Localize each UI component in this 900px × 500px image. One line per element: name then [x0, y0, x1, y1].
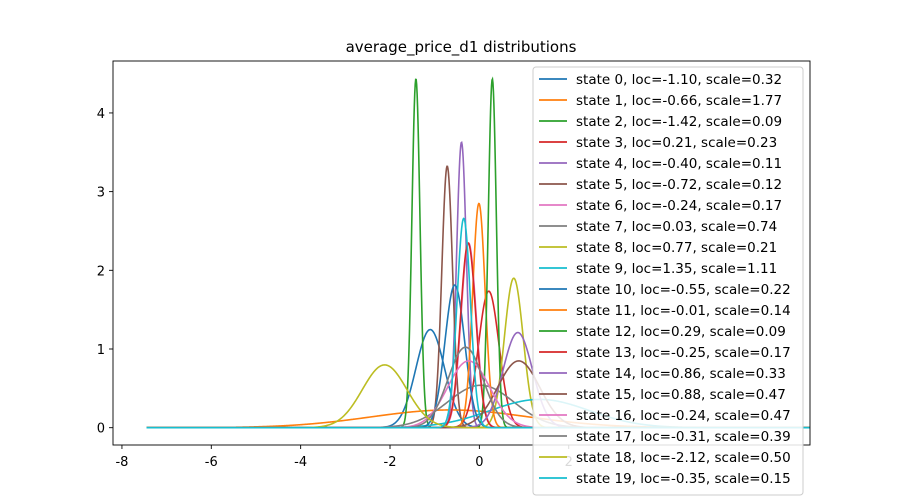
y-tick-label: 1 [97, 343, 105, 358]
legend-label: state 12, loc=0.29, scale=0.09 [576, 324, 786, 340]
chart-title: average_price_d1 distributions [346, 38, 577, 57]
legend-label: state 1, loc=-0.66, scale=1.77 [576, 93, 782, 109]
legend-label: state 16, loc=-0.24, scale=0.47 [576, 408, 791, 424]
y-axis: 0 1 2 3 4 [97, 107, 113, 437]
x-tick-label: -4 [294, 455, 307, 470]
legend-label: state 4, loc=-0.40, scale=0.11 [576, 156, 782, 172]
x-tick-label: -8 [115, 455, 128, 470]
legend-label: state 15, loc=0.88, scale=0.47 [576, 387, 786, 403]
y-tick-label: 0 [97, 422, 105, 437]
legend-label: state 14, loc=0.86, scale=0.33 [576, 366, 786, 382]
legend-label: state 3, loc=0.21, scale=0.23 [576, 135, 777, 151]
legend-label: state 17, loc=-0.31, scale=0.39 [576, 429, 791, 445]
x-tick-label: -6 [205, 455, 218, 470]
y-tick-label: 3 [97, 186, 105, 201]
legend-label: state 13, loc=-0.25, scale=0.17 [576, 345, 791, 361]
legend-label: state 8, loc=0.77, scale=0.21 [576, 240, 777, 256]
legend-label: state 18, loc=-2.12, scale=0.50 [576, 450, 791, 466]
legend-label: state 7, loc=0.03, scale=0.74 [576, 219, 777, 235]
y-tick-label: 4 [97, 107, 105, 122]
legend-entries: state 0, loc=-1.10, scale=0.32 state 1, l… [539, 72, 791, 487]
legend-label: state 9, loc=1.35, scale=1.11 [576, 261, 777, 277]
legend-label: state 10, loc=-0.55, scale=0.22 [576, 282, 791, 298]
legend-label: state 2, loc=-1.42, scale=0.09 [576, 114, 782, 130]
x-axis: -8-6-4-202 [115, 445, 573, 470]
legend-label: state 5, loc=-0.72, scale=0.12 [576, 177, 782, 193]
legend-label: state 11, loc=-0.01, scale=0.14 [576, 303, 791, 319]
y-tick-label: 2 [97, 264, 105, 279]
axes-frame [112, 60, 811, 446]
x-tick-label: -2 [384, 455, 397, 470]
legend-box [532, 66, 804, 496]
legend: state 0, loc=-1.10, scale=0.32 state 1, l… [532, 66, 804, 496]
x-tick-label: 0 [475, 455, 483, 470]
legend-label: state 6, loc=-0.24, scale=0.17 [576, 198, 782, 214]
legend-label: state 0, loc=-1.10, scale=0.32 [576, 72, 782, 88]
legend-label: state 19, loc=-0.35, scale=0.15 [576, 471, 791, 487]
